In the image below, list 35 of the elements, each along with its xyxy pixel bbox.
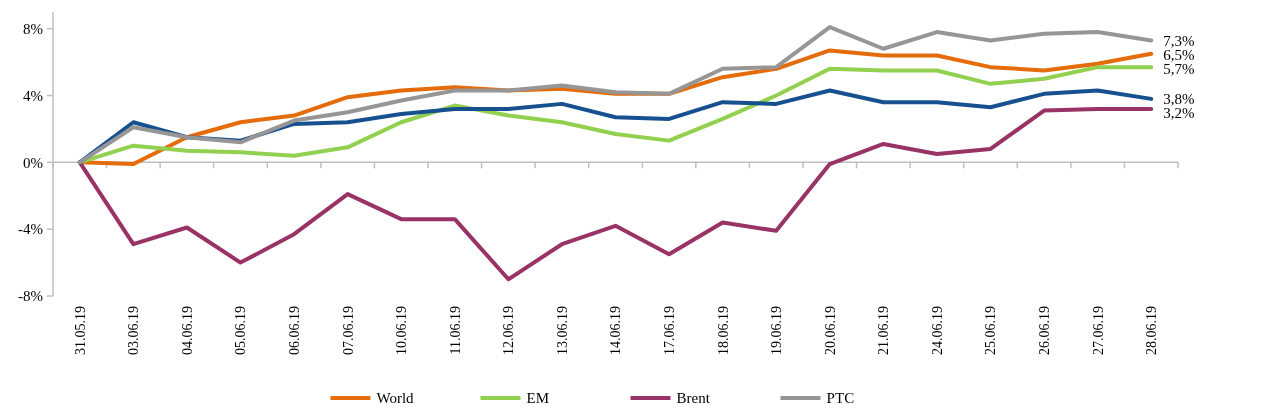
x-tick-label: 28.06.19 <box>1144 306 1160 355</box>
x-tick-label: 31.05.19 <box>72 306 88 355</box>
x-tick-label: 05.06.19 <box>233 306 249 355</box>
data-label: 3,8% <box>1163 91 1195 108</box>
x-tick-label: 19.06.19 <box>769 306 785 355</box>
y-tick-label: 0% <box>23 154 43 171</box>
x-tick-label: 06.06.19 <box>286 306 302 355</box>
x-tick-label: 18.06.19 <box>715 306 731 355</box>
y-tick-label: -8% <box>18 288 43 305</box>
x-tick-label: 24.06.19 <box>929 306 945 355</box>
legend-label: World <box>376 390 415 407</box>
y-tick-label: -4% <box>18 221 43 238</box>
legend-label: EM <box>526 390 549 407</box>
y-tick-label: 4% <box>23 87 43 104</box>
x-tick-label: 25.06.19 <box>983 306 999 355</box>
line-series <box>77 106 1154 282</box>
y-tick-label: 8% <box>23 20 43 37</box>
x-tick-label: 13.06.19 <box>554 306 570 355</box>
x-tick-label: 26.06.19 <box>1036 306 1052 355</box>
x-tick-label: 07.06.19 <box>340 306 356 355</box>
x-tick-label: 27.06.19 <box>1090 306 1106 355</box>
line-series <box>77 25 1154 165</box>
x-tick-label: 03.06.19 <box>126 306 142 355</box>
legend-label: Brent <box>676 390 711 407</box>
data-label: 7,3% <box>1163 32 1195 49</box>
legend-label: РТС <box>826 390 855 407</box>
x-tick-label: 17.06.19 <box>661 306 677 355</box>
x-tick-label: 11.06.19 <box>447 306 463 355</box>
x-tick-label: 04.06.19 <box>179 306 195 355</box>
data-label: 3,2% <box>1163 105 1195 122</box>
x-tick-label: 21.06.19 <box>876 306 892 355</box>
x-tick-label: 20.06.19 <box>822 306 838 355</box>
x-tick-label: 12.06.19 <box>501 306 517 355</box>
x-tick-label: 14.06.19 <box>608 306 624 355</box>
x-tick-label: 10.06.19 <box>394 306 410 355</box>
